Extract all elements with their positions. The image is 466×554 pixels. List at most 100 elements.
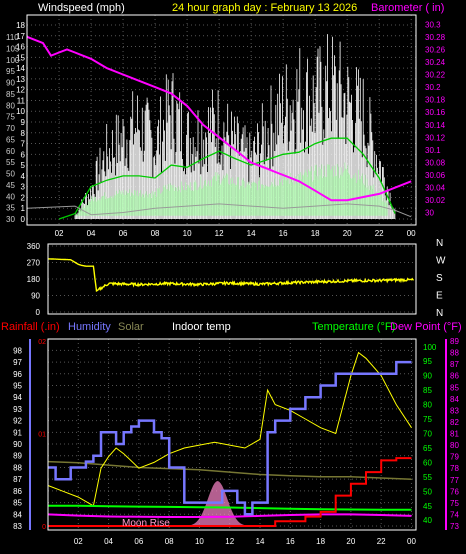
temp-outer-tick-label: 70 — [6, 124, 15, 133]
dewpoint-tick-label: 86 — [450, 372, 459, 381]
wind-tick-label: 10 — [16, 107, 25, 116]
direction-tick-label: 360 — [27, 242, 41, 251]
dewpoint-tick-label: 74 — [450, 510, 459, 519]
humidity-tick-label: 91 — [13, 428, 22, 437]
temp-outer-tick-label: 95 — [6, 67, 15, 76]
wind-tick-label: 12 — [16, 86, 25, 95]
temp-x-tick-label: 12 — [225, 537, 234, 546]
humidity-tick-label: 93 — [13, 405, 22, 414]
wind-tick-label: 7 — [21, 140, 26, 149]
humidity-tick-label: 84 — [13, 510, 22, 519]
wind-tick-label: 18 — [16, 21, 25, 30]
barometer-tick-label: 30 — [425, 209, 434, 218]
average-band — [74, 162, 388, 216]
dewpoint-tick-label: 83 — [450, 406, 459, 415]
dewpoint-tick-label: 76 — [450, 487, 459, 496]
dewpoint-tick-label: 88 — [450, 349, 459, 358]
temperature-tick-label: 75 — [423, 415, 432, 424]
humidity-tick-label: 92 — [13, 417, 22, 426]
wind-x-tick-label: 12 — [215, 229, 224, 238]
rain-tick-label: 01 — [38, 432, 46, 439]
wind-tick-label: 6 — [21, 150, 26, 159]
barometer-tick-label: 30.06 — [425, 171, 446, 180]
indoor-temp-legend: Indoor temp — [172, 321, 231, 333]
temp-outer-tick-label: 85 — [6, 90, 15, 99]
temp-plot-marks — [47, 351, 412, 527]
wind-x-tick-label: 10 — [183, 229, 192, 238]
temp-outer-tick-label: 45 — [6, 181, 15, 190]
humidity-tick-label: 86 — [13, 487, 22, 496]
wind-tick-label: 2 — [21, 193, 26, 202]
temp-outer-tick-label: 80 — [6, 101, 15, 110]
barometer-tick-label: 30.24 — [425, 58, 446, 67]
direction-tick-label: 180 — [27, 275, 41, 284]
dewpoint-tick-label: 79 — [450, 453, 459, 462]
direction-plot-marks — [47, 258, 414, 293]
wind-tick-label: 3 — [21, 183, 26, 192]
temperature-tick-label: 60 — [423, 458, 432, 467]
temp-outer-tick-label: 60 — [6, 147, 15, 156]
wind-x-tick-label: 18 — [311, 229, 320, 238]
dewpoint-tick-label: 85 — [450, 383, 459, 392]
temp-x-tick-label: 00 — [407, 537, 416, 546]
wind-x-tick-label: 14 — [247, 229, 256, 238]
solar-series — [47, 460, 412, 480]
humidity-tick-label: 90 — [13, 440, 22, 449]
moon-rise-label: Moon Rise — [122, 518, 170, 529]
temperature-tick-label: 65 — [423, 444, 432, 453]
temperature-tick-label: 95 — [423, 357, 432, 366]
wind-plot-frame — [26, 14, 417, 226]
dewpoint-tick-label: 77 — [450, 476, 459, 485]
rainfall-series — [48, 457, 412, 527]
humidity-tick-label: 88 — [13, 463, 22, 472]
temperature-tick-label: 70 — [423, 430, 432, 439]
dewpoint-tick-label: 80 — [450, 441, 459, 450]
humidity-tick-label: 95 — [13, 381, 22, 390]
barometer-tick-label: 30.08 — [425, 158, 446, 167]
barometer-tick-label: 30.14 — [425, 121, 446, 130]
temp-x-tick-label: 02 — [74, 537, 83, 546]
temp-x-tick-label: 14 — [256, 537, 265, 546]
temp-x-tick-label: 06 — [134, 537, 143, 546]
wind-plot-marks — [26, 34, 412, 220]
dewpoint-tick-label: 89 — [450, 337, 459, 346]
wind-x-tick-label: 06 — [119, 229, 128, 238]
humidity-tick-label: 96 — [13, 370, 22, 379]
wind-x-tick-label: 04 — [87, 229, 96, 238]
temp-outer-tick-label: 55 — [6, 158, 15, 167]
humidity-tick-label: 97 — [13, 358, 22, 367]
temperature-tick-label: 45 — [423, 502, 432, 511]
temperature-legend: Temperature (°F) — [312, 321, 395, 333]
solar-legend: Solar — [118, 321, 144, 333]
wind-x-tick-label: 08 — [151, 229, 160, 238]
temp-x-tick-label: 20 — [346, 537, 355, 546]
temp-x-tick-label: 08 — [165, 537, 174, 546]
barometer-tick-label: 30.02 — [425, 196, 446, 205]
wind-tick-label: 11 — [17, 96, 26, 105]
outdoor-temp-trace — [26, 203, 412, 218]
dewpoint-tick-label: 75 — [450, 499, 459, 508]
wind-x-tick-label: 00 — [407, 229, 416, 238]
temp-outer-tick-label: 105 — [6, 44, 20, 53]
temperature-tick-label: 40 — [423, 516, 432, 525]
wind-tick-label: 1 — [21, 204, 26, 213]
dewpoint-tick-label: 84 — [450, 395, 459, 404]
barometer-tick-label: 30.18 — [425, 96, 446, 105]
direction-tick-label: 0 — [36, 308, 41, 317]
compass-tick-label: N — [436, 238, 443, 249]
temperature-series — [48, 504, 412, 511]
barometer-tick-label: 30.04 — [425, 184, 446, 193]
wind-tick-label: 9 — [21, 118, 26, 127]
temp-x-tick-label: 16 — [286, 537, 295, 546]
temperature-tick-label: 55 — [423, 473, 432, 482]
wind-x-tick-label: 22 — [375, 229, 384, 238]
average-series — [58, 137, 396, 220]
temp-outer-tick-label: 30 — [6, 215, 15, 224]
barometer-axis-label: Barometer ( in) — [371, 2, 444, 14]
barometer-tick-label: 30.1 — [425, 146, 441, 155]
barometer-series — [26, 35, 412, 202]
wind-tick-label: 17 — [16, 32, 25, 41]
